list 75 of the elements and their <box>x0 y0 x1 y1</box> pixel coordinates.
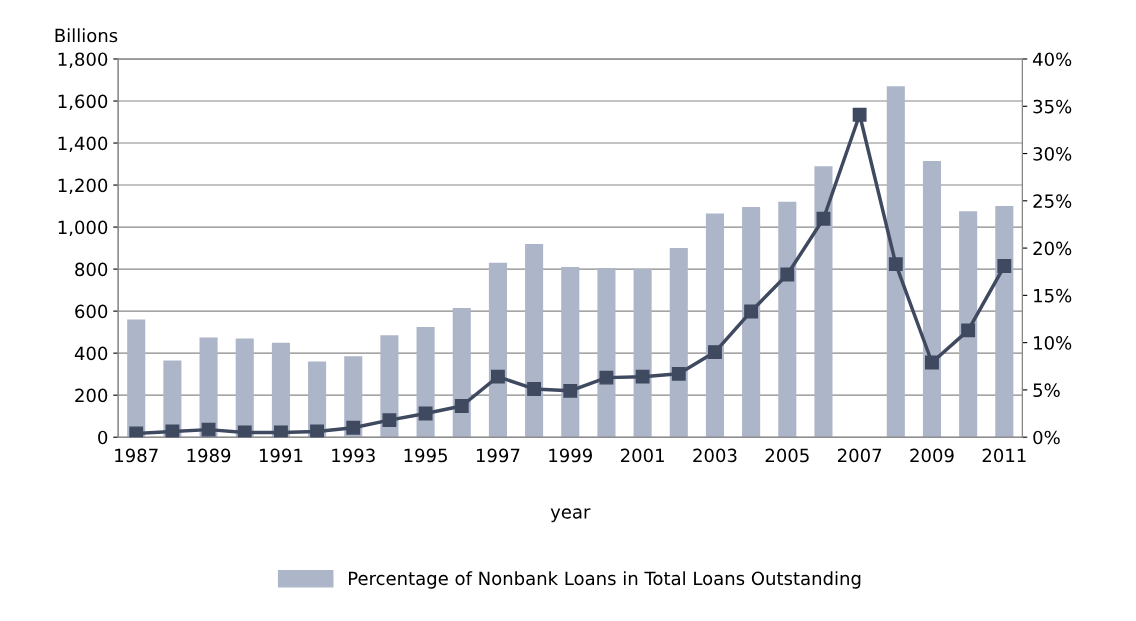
y-tick-label: 400 <box>74 346 108 361</box>
point <box>201 422 216 437</box>
point <box>563 383 578 398</box>
y2-tick-label: 40% <box>1033 52 1072 67</box>
point <box>888 257 903 272</box>
x-tick-label: 1991 <box>259 448 303 463</box>
x-tick-label: 2001 <box>620 448 664 463</box>
bar <box>995 206 1014 438</box>
bar <box>886 86 905 438</box>
y-tick-label: 1,400 <box>58 136 108 152</box>
point <box>635 369 650 384</box>
point <box>816 211 831 226</box>
y2-tick-label: 35% <box>1033 99 1072 114</box>
x-tick-label: 1987 <box>115 448 158 463</box>
point <box>382 413 397 428</box>
x-tick-label: 2007 <box>837 448 882 463</box>
bar <box>705 213 724 438</box>
y-tick-label: 600 <box>75 304 108 319</box>
point <box>273 425 288 438</box>
point <box>852 107 867 122</box>
point <box>671 366 686 381</box>
x-tick-label: 1995 <box>404 448 447 463</box>
y-tick-label: 1,800 <box>58 52 108 68</box>
y-tick-label: 1,000 <box>58 220 108 237</box>
point <box>129 426 144 438</box>
bar <box>669 248 688 438</box>
bar <box>488 262 507 438</box>
point <box>925 355 939 370</box>
point <box>490 369 505 384</box>
bar <box>633 269 652 438</box>
bar <box>922 160 942 438</box>
y2-tick-label: 5% <box>1033 383 1060 398</box>
y-tick-label: 200 <box>75 388 108 403</box>
y2-tick-label: 0% <box>1033 430 1060 445</box>
x-tick-label: 1999 <box>549 448 592 463</box>
y-axis-title: Billions <box>55 28 118 43</box>
x-tick-label: 1997 <box>476 448 520 463</box>
point <box>454 399 469 413</box>
x-axis-title: year <box>550 508 591 523</box>
bar <box>778 201 797 438</box>
point <box>165 424 180 438</box>
point <box>599 370 614 385</box>
point <box>418 406 433 421</box>
x-tick-label: 2011 <box>982 448 1026 463</box>
bar <box>742 207 761 438</box>
point <box>708 345 722 360</box>
y2-tick-label: 20% <box>1033 241 1072 256</box>
x-tick-label: 1989 <box>187 448 231 463</box>
point <box>527 382 542 396</box>
x-tick-label: 2009 <box>910 448 954 463</box>
x-tick-label: 2005 <box>765 448 809 463</box>
y-tick-label: 1,200 <box>58 178 108 195</box>
x-tick-label: 1993 <box>332 448 375 463</box>
y2-tick-label: 30% <box>1033 147 1072 161</box>
y2-tick-label: 25% <box>1033 194 1072 208</box>
y-tick-label: 800 <box>75 262 108 277</box>
point <box>997 259 1012 273</box>
y-tick-label: 1,600 <box>58 94 108 110</box>
point <box>237 425 252 438</box>
bar <box>127 319 146 438</box>
point <box>961 323 976 338</box>
bar <box>814 166 833 438</box>
point <box>346 420 361 435</box>
point <box>780 267 795 282</box>
bar <box>959 211 978 438</box>
y2-tick-label: 15% <box>1034 288 1072 303</box>
bar <box>525 243 544 438</box>
bar <box>597 268 616 438</box>
y2-tick-label: 10% <box>1034 336 1072 350</box>
legend-label: Percentage of Nonbank Loans in Total Loans Outstanding <box>349 571 861 589</box>
bar <box>561 267 580 438</box>
x-tick-label: 2003 <box>693 448 737 463</box>
y-tick-label: 0 <box>98 430 108 445</box>
point <box>310 424 325 438</box>
point <box>744 304 759 319</box>
